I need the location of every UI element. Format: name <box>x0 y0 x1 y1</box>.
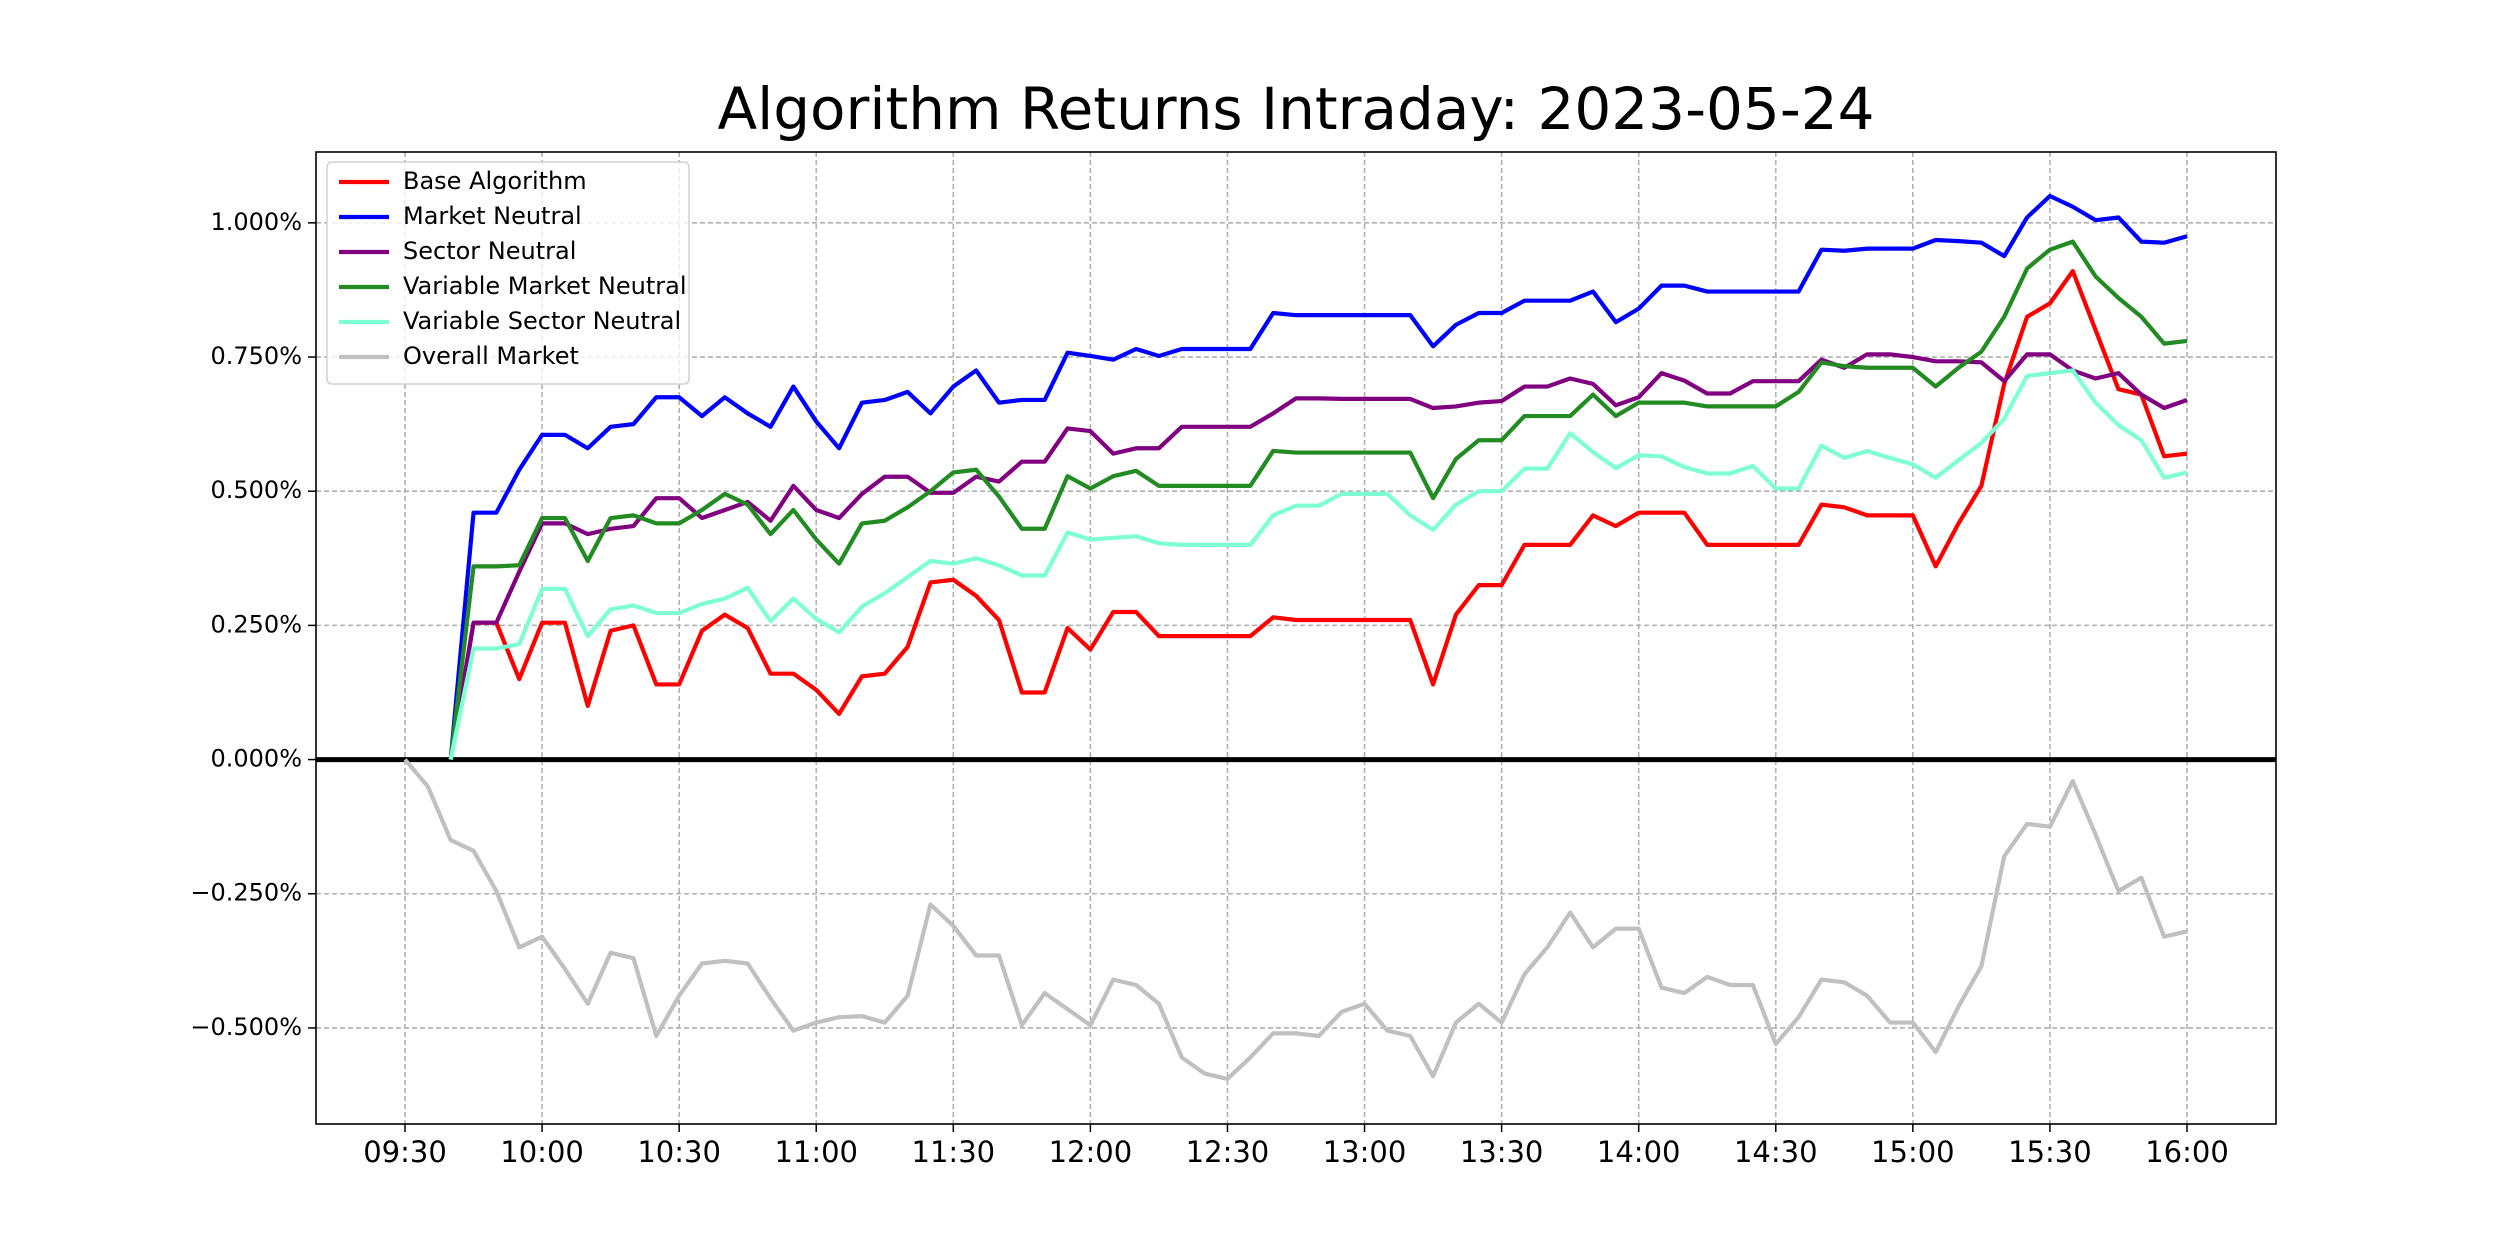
x-tick-label: 15:00 <box>1871 1135 1955 1169</box>
legend-label: Base Algorithm <box>403 167 587 195</box>
y-tick-label: −0.250% <box>190 879 302 907</box>
x-tick-label: 13:30 <box>1460 1135 1544 1169</box>
legend-label: Variable Sector Neutral <box>403 307 681 335</box>
x-tick-label: 16:00 <box>2145 1135 2229 1169</box>
x-tick-label: 12:00 <box>1049 1135 1133 1169</box>
x-tick-label: 10:00 <box>500 1135 584 1169</box>
plot-frame <box>315 151 2277 1125</box>
y-tick-label: 0.000% <box>210 745 302 773</box>
legend-label: Variable Market Neutral <box>403 272 687 300</box>
series-line <box>448 352 2188 760</box>
x-tick-label: 09:30 <box>363 1135 447 1169</box>
legend-label: Market Neutral <box>403 202 582 230</box>
x-tick-label: 10:30 <box>637 1135 721 1169</box>
x-tick-label: 12:30 <box>1186 1135 1270 1169</box>
x-tick-label: 11:30 <box>912 1135 996 1169</box>
x-tick-label: 15:30 <box>2008 1135 2092 1169</box>
y-tick-label: 0.750% <box>210 342 302 370</box>
series-line <box>448 239 2188 760</box>
series-line <box>448 193 2188 760</box>
x-tick-label: 11:00 <box>774 1135 858 1169</box>
y-tick-label: 0.500% <box>210 476 302 504</box>
x-tick-label: 14:00 <box>1597 1135 1681 1169</box>
series-line <box>448 368 2188 760</box>
legend-box <box>326 161 690 385</box>
legend-label: Sector Neutral <box>403 237 576 265</box>
y-tick-label: −0.500% <box>190 1013 302 1041</box>
x-tick-label: 13:00 <box>1323 1135 1407 1169</box>
y-tick-label: 1.000% <box>210 208 302 236</box>
series-line <box>403 758 2188 1082</box>
series-line <box>448 269 2188 760</box>
x-tick-label: 14:30 <box>1734 1135 1818 1169</box>
chart-title: Algorithm Returns Intraday: 2023-05-24 <box>717 75 1874 143</box>
y-tick-label: 0.250% <box>210 610 302 638</box>
legend-label: Overall Market <box>403 342 579 370</box>
